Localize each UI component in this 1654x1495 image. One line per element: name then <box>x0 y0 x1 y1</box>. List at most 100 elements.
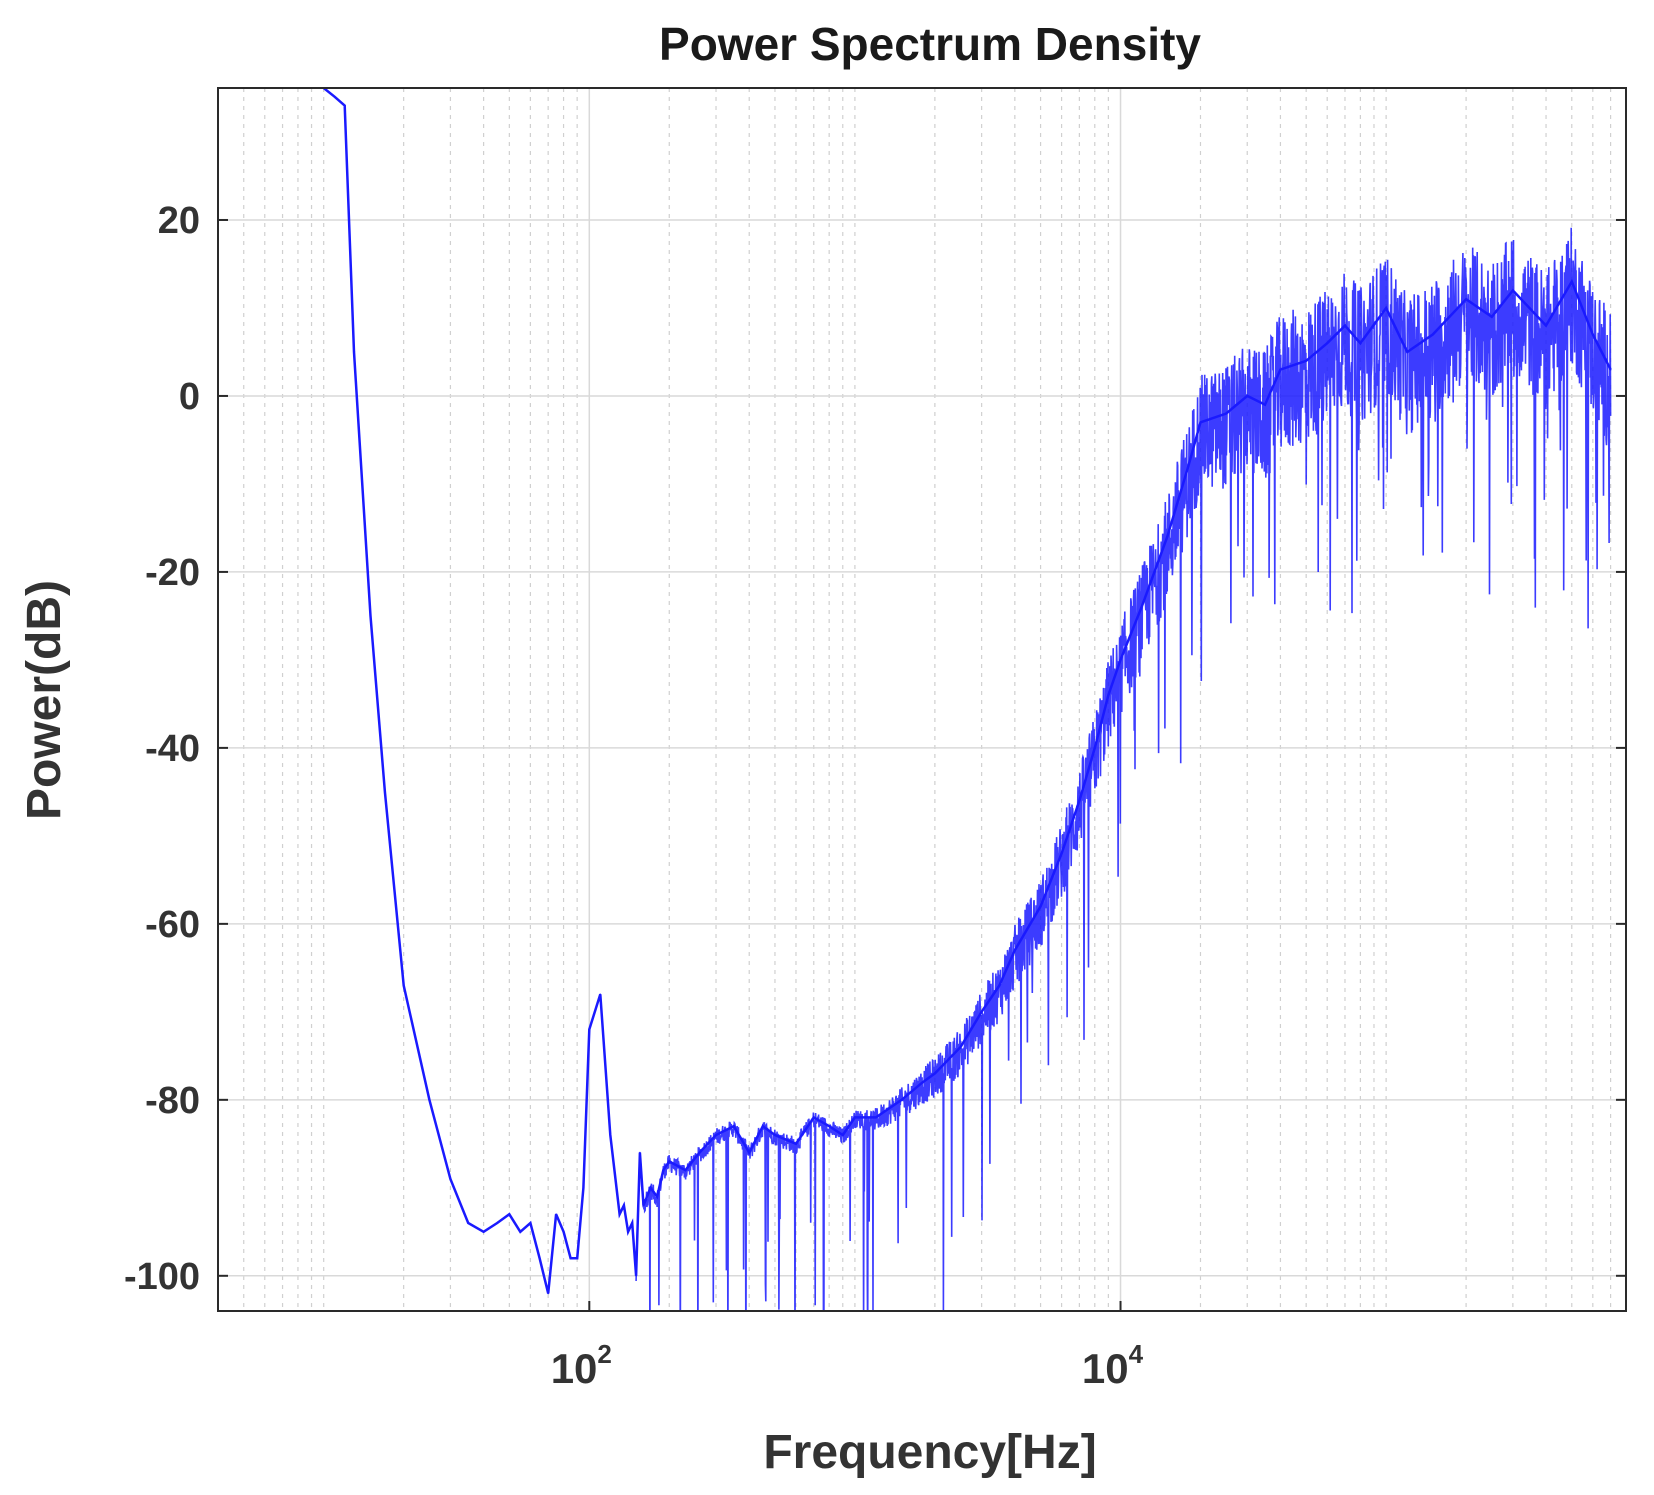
series-point <box>774 1134 776 1136</box>
series-point <box>1039 905 1042 908</box>
series-point <box>656 1195 658 1198</box>
series-point <box>496 1222 499 1224</box>
series-point <box>875 1116 877 1119</box>
plot-frame <box>217 87 1627 1312</box>
series-point <box>555 1213 557 1215</box>
y-axis-label: Power(dB) <box>18 580 71 820</box>
series-point <box>1326 342 1328 345</box>
series-point <box>762 1125 764 1127</box>
series-point <box>842 1134 844 1136</box>
series-point <box>609 1134 612 1136</box>
y-tick-label: -40 <box>145 728 200 770</box>
y-tick-label: -80 <box>145 1080 200 1122</box>
series-point <box>1465 298 1467 301</box>
series-point <box>631 1222 633 1224</box>
x-axis-label: Frequency[Hz] <box>763 1426 1096 1479</box>
y-tick-label: 0 <box>179 376 200 418</box>
series-point <box>508 1213 511 1215</box>
series-point <box>635 1275 637 1277</box>
series-point <box>1187 465 1190 468</box>
series-point <box>588 1028 591 1031</box>
series-point <box>1014 949 1016 952</box>
series-point <box>428 1099 431 1101</box>
series-point <box>998 984 1001 987</box>
x-tick-label: 102 <box>551 1339 612 1392</box>
series-point <box>547 1292 549 1295</box>
x-axis: 102 104 <box>551 1301 1144 1392</box>
series-point <box>582 1187 585 1189</box>
series-point <box>684 1169 687 1171</box>
series-point <box>623 1204 625 1207</box>
series-point <box>1078 799 1081 802</box>
series-point <box>1119 659 1122 661</box>
series-point <box>1609 368 1612 371</box>
series-point <box>1432 333 1434 336</box>
series-point <box>642 1204 645 1207</box>
series-point <box>1491 316 1493 318</box>
series-point <box>1279 368 1282 371</box>
series-point <box>353 351 355 353</box>
y-tick-label: -100 <box>124 1256 200 1298</box>
series-point <box>569 1257 572 1259</box>
series-point <box>1359 342 1362 345</box>
y-tick-label: -20 <box>145 552 200 594</box>
series-point <box>538 1257 541 1259</box>
series-point <box>576 1257 578 1259</box>
series-point <box>599 993 602 996</box>
series-point <box>482 1231 485 1233</box>
series-point <box>1344 324 1346 327</box>
series-point <box>1246 395 1249 397</box>
series-point <box>384 791 386 793</box>
series-point <box>649 1187 652 1189</box>
series-point <box>1225 412 1227 415</box>
y-tick-label: 20 <box>158 200 200 242</box>
series-point <box>715 1134 717 1136</box>
series-point <box>449 1178 452 1180</box>
series-point <box>1406 351 1408 353</box>
series-point <box>1592 333 1594 336</box>
series-point <box>934 1072 936 1075</box>
series-point <box>854 1116 856 1119</box>
series-point <box>639 1151 641 1154</box>
series-point <box>467 1222 470 1224</box>
series-point <box>921 1081 924 1083</box>
series-point <box>813 1116 815 1119</box>
series-point <box>402 984 405 987</box>
series-noise-band <box>635 227 1612 1311</box>
series-point <box>333 96 336 98</box>
series-point <box>1094 747 1096 749</box>
series-point <box>1512 289 1514 292</box>
series-point <box>1571 280 1573 283</box>
y-tick-label: -60 <box>145 904 200 946</box>
series-point <box>1545 324 1547 327</box>
series-point <box>627 1231 629 1233</box>
series-point <box>519 1231 522 1233</box>
series-point <box>795 1143 797 1145</box>
series-point <box>343 104 346 107</box>
series-point <box>828 1125 830 1127</box>
series-line <box>322 88 1612 1294</box>
series-point <box>959 1046 962 1048</box>
series-point <box>1060 852 1063 855</box>
series-point <box>369 615 372 617</box>
series-point <box>733 1125 735 1127</box>
x-tick-label: 104 <box>1082 1339 1144 1392</box>
series-point <box>1166 535 1169 538</box>
series-group <box>322 88 1612 1311</box>
series-point <box>980 1011 983 1013</box>
series-point <box>900 1099 903 1101</box>
series-point <box>698 1151 701 1154</box>
chart-title: Power Spectrum Density <box>659 18 1201 70</box>
series-point <box>662 1169 665 1171</box>
series-point <box>529 1222 532 1224</box>
series-point <box>1140 606 1143 608</box>
series-point <box>618 1213 621 1215</box>
series-point <box>1264 403 1266 406</box>
series-point <box>668 1160 671 1163</box>
series-point <box>562 1231 565 1233</box>
series-point <box>748 1151 750 1154</box>
series-point <box>1305 360 1307 362</box>
series-point <box>1199 421 1202 424</box>
y-axis: 20 0 -20 -40 -60 -80 -100 <box>124 200 1626 1298</box>
